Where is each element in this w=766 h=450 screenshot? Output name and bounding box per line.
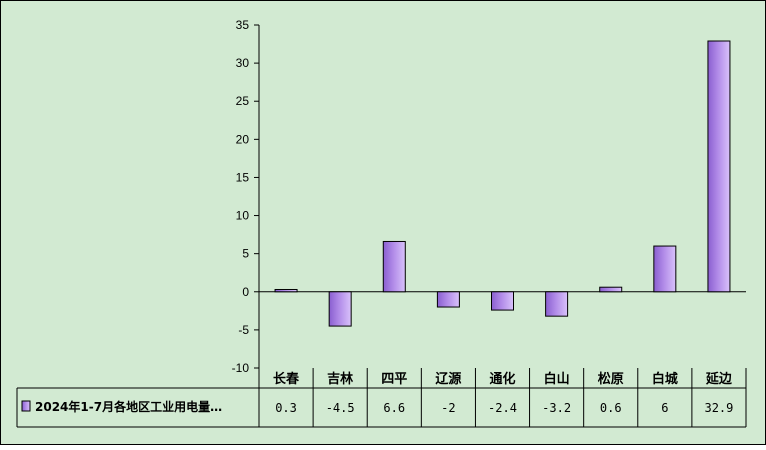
data-value-label: 32.9	[704, 401, 733, 415]
category-label: 四平	[381, 372, 407, 387]
data-value-label: -2	[441, 401, 455, 415]
bar-7	[599, 286, 623, 293]
bar-2	[328, 291, 352, 327]
data-value-label: -4.5	[326, 401, 355, 415]
data-value-label: -2.4	[488, 401, 517, 415]
legend-swatch	[21, 400, 31, 412]
legend-series-name: 2024年1-7月各地区工业用电量…	[35, 399, 222, 414]
y-tick-label: 10	[236, 209, 250, 223]
y-tick-label: 0	[242, 285, 249, 299]
bar-series	[274, 40, 731, 327]
data-value-label: 6	[661, 401, 668, 415]
bar-3	[382, 240, 406, 293]
bar-9	[707, 40, 731, 293]
y-tick-label: 5	[242, 247, 249, 261]
category-label: 长春	[273, 371, 300, 387]
y-tick-label: -5	[238, 323, 249, 337]
category-label: 通化	[489, 371, 515, 387]
bar-6	[545, 291, 569, 317]
y-tick-label: -10	[232, 361, 250, 375]
bar-1	[274, 288, 298, 293]
bar-4	[436, 291, 460, 308]
data-value-label: 6.6	[383, 401, 405, 415]
data-value-label: 0.3	[275, 401, 297, 415]
y-tick-label: 15	[236, 170, 250, 184]
category-label: 辽源	[435, 371, 461, 387]
category-label: 白山	[544, 371, 570, 387]
data-value-label: 0.6	[600, 401, 622, 415]
y-tick-label: 35	[236, 18, 250, 32]
category-label: 松原	[598, 371, 624, 387]
y-tick-label: 30	[236, 56, 250, 70]
y-tick-label: 25	[236, 94, 250, 108]
bar-8	[653, 245, 677, 293]
bar-5	[491, 291, 514, 311]
data-table: 长春 0.3 吉林 -4.5 四平 6.6 辽源 -2 通化 -2.4 白山 -3.2 松原 0.6 白城 6…	[16, 368, 747, 428]
category-label: 吉林	[327, 371, 353, 387]
y-tick-label: 20	[236, 132, 250, 146]
data-value-label: -3.2	[542, 401, 571, 415]
category-label: 延边	[705, 371, 733, 387]
category-label: 白城	[652, 371, 678, 387]
